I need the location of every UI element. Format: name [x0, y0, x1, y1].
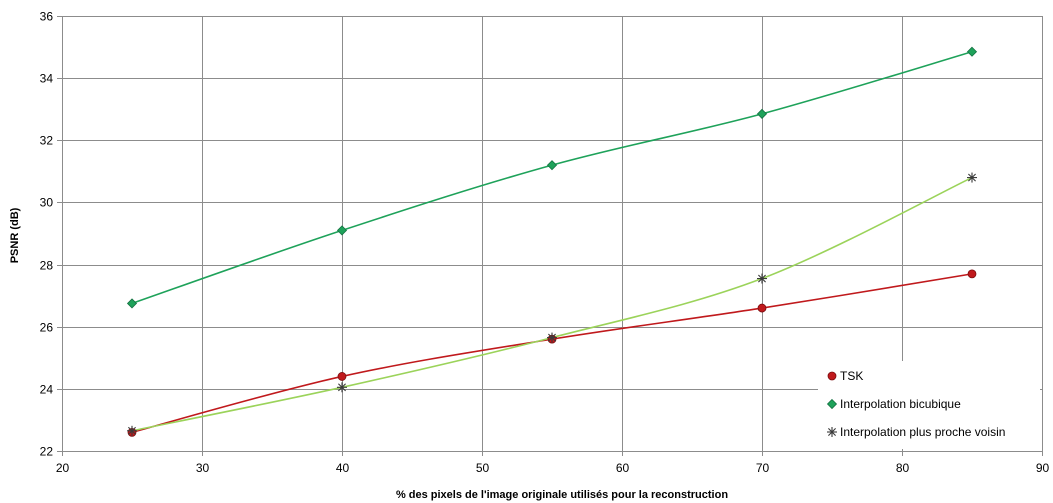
- data-point-series-3: [967, 172, 977, 183]
- legend-label-1: TSK: [840, 369, 863, 383]
- legend-box: [818, 361, 1040, 449]
- data-point-series-2: [336, 225, 348, 236]
- x-tick-labels: 20 30 40 50 60 70 80 90: [56, 461, 1050, 475]
- y-tick-label: 28: [40, 259, 54, 273]
- x-tick-label: 20: [56, 461, 70, 475]
- y-tick-label: 24: [40, 383, 54, 397]
- x-tick-label: 30: [196, 461, 210, 475]
- marker-stroke: [338, 383, 346, 392]
- data-point-series-3: [757, 273, 767, 284]
- marker-stroke: [968, 173, 976, 182]
- data-point-series-1: [337, 372, 347, 381]
- y-tick-label: 32: [40, 134, 54, 148]
- marker-stroke: [758, 274, 766, 283]
- data-point-series-3: [547, 332, 557, 343]
- marker-stroke: [128, 426, 136, 435]
- y-tick-label: 22: [40, 445, 54, 459]
- data-point-series-2: [126, 298, 138, 309]
- x-tick-label: 60: [616, 461, 630, 475]
- y-tick-label: 26: [40, 321, 54, 335]
- legend-label-2: Interpolation bicubique: [840, 397, 961, 411]
- x-tick-label: 80: [896, 461, 910, 475]
- legend: TSK Interpolation bicubique Interpolation …: [818, 361, 1040, 449]
- data-point-series-3: [127, 425, 137, 436]
- legend-label-3: Interpolation plus proche voisin: [840, 425, 1005, 439]
- x-tick-label: 40: [336, 461, 350, 475]
- data-point-series-2: [546, 160, 558, 171]
- series-markers: [126, 46, 978, 437]
- marker-stroke: [828, 428, 836, 436]
- x-tick-label: 70: [756, 461, 770, 475]
- x-tick-label: 50: [476, 461, 490, 475]
- grid: [62, 16, 1043, 452]
- legend-marker-2: [826, 398, 838, 410]
- legend-marker-3: [827, 427, 837, 437]
- data-point-series-1: [757, 303, 767, 313]
- y-tick-label: 36: [40, 10, 54, 24]
- y-tick-labels: 22 24 26 28 30 32 34 36: [40, 10, 54, 459]
- x-axis-title: % des pixels de l'image originale utilis…: [396, 489, 728, 501]
- y-axis-title: PSNR (dB): [9, 207, 21, 263]
- data-point-series-2: [966, 46, 978, 57]
- data-point-series-1: [967, 269, 977, 279]
- marker-stroke: [548, 333, 556, 342]
- x-tick-label: 90: [1036, 461, 1050, 475]
- y-tick-label: 34: [40, 72, 54, 86]
- data-point-series-3: [337, 382, 347, 393]
- legend-marker-1: [827, 371, 837, 381]
- axes: [57, 16, 1043, 456]
- y-tick-label: 30: [40, 196, 54, 210]
- data-point-series-2: [756, 108, 768, 119]
